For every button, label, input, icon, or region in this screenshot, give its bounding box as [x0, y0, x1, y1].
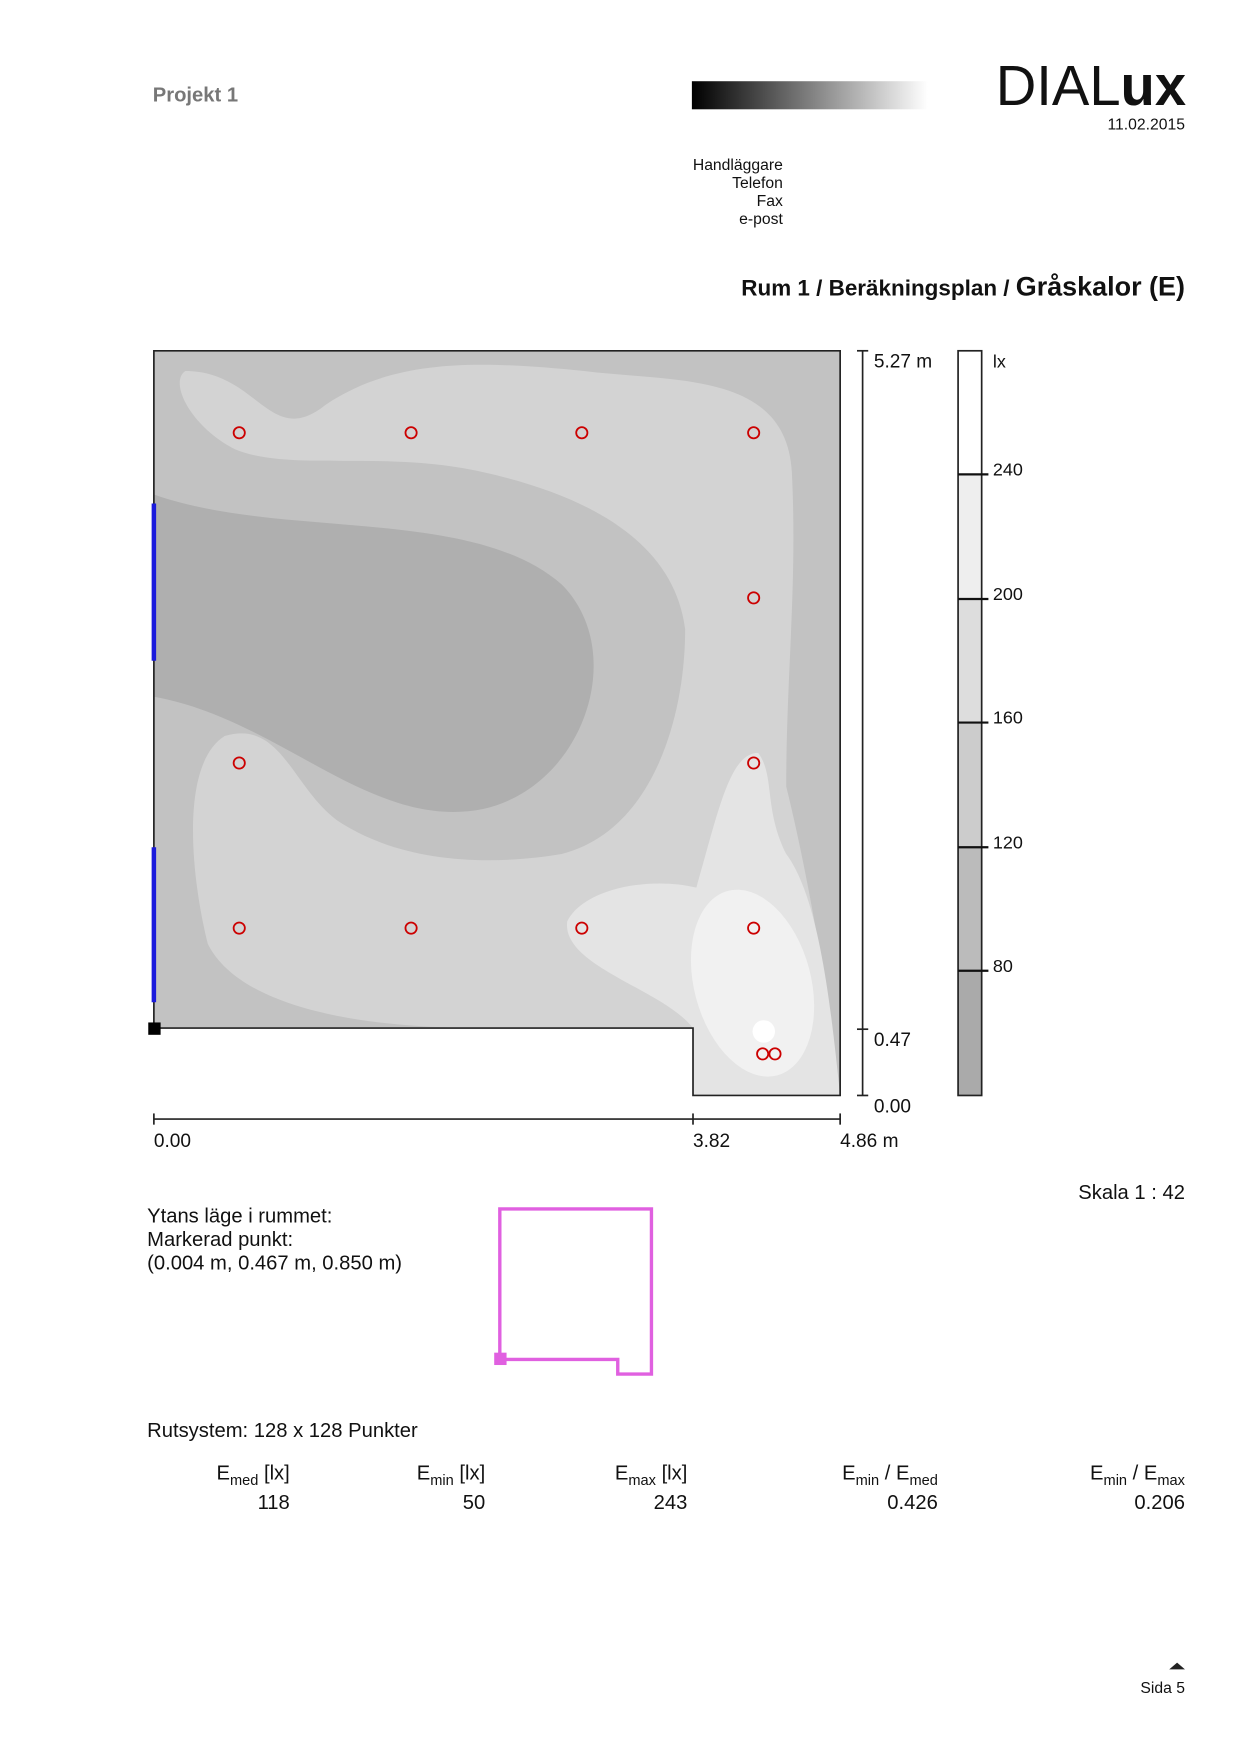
- legend-bar: [957, 349, 989, 1097]
- x-dim: 3.82: [693, 1131, 730, 1152]
- stat-value: 0.426: [887, 1492, 938, 1514]
- stat-subscript: med: [230, 1473, 258, 1489]
- stat-subscript: min: [1104, 1473, 1128, 1489]
- stat-subscript: max: [1157, 1473, 1185, 1489]
- stat-value: 50: [463, 1492, 485, 1514]
- stat-text: E: [842, 1463, 855, 1485]
- project-name: Projekt 1: [153, 84, 238, 106]
- contact-label: e-post: [739, 211, 783, 228]
- stat-subscript: med: [909, 1473, 937, 1489]
- legend-unit: lx: [993, 352, 1006, 372]
- y-dim: 0.47: [874, 1030, 911, 1051]
- position-line: (0.004 m, 0.467 m, 0.850 m): [147, 1253, 402, 1275]
- page-icon: [1169, 1662, 1185, 1670]
- position-text: Ytans läge i rummet:Markerad punkt:(0.00…: [147, 1205, 402, 1274]
- stat-label: Emed [lx]: [216, 1463, 289, 1490]
- stat-text: [lx]: [454, 1463, 485, 1485]
- x-dim: 0.00: [154, 1131, 191, 1152]
- stat-text: E: [1090, 1463, 1103, 1485]
- isolux-plot: [153, 350, 841, 1096]
- scale: Skala 1 : 42: [1078, 1182, 1185, 1204]
- marked-point: [148, 1022, 161, 1035]
- stat-label: Emax [lx]: [615, 1463, 687, 1490]
- contact-label: Handläggare: [693, 157, 783, 174]
- legend-level: 80: [993, 956, 1013, 976]
- stat-label: Emin / Emed: [842, 1463, 938, 1490]
- stat-text: E: [615, 1463, 628, 1485]
- stat-subscript: min: [430, 1473, 454, 1489]
- stat-value: 243: [654, 1492, 688, 1514]
- y-dim: 0.00: [874, 1096, 911, 1117]
- mini-marked-point: [494, 1352, 507, 1366]
- stat-text: [lx]: [258, 1463, 289, 1485]
- stat-text: / E: [879, 1463, 909, 1485]
- legend-level: 240: [993, 459, 1023, 479]
- x-dim: 4.86 m: [840, 1131, 898, 1152]
- legend-levels: 240 200 160 120 80: [993, 459, 1023, 975]
- luminaires: [232, 426, 782, 1061]
- stat-text: / E: [1127, 1463, 1157, 1485]
- page-number: Sida 5: [1140, 1680, 1185, 1697]
- stat-label: Emin / Emax: [1090, 1463, 1186, 1490]
- legend-level: 160: [993, 708, 1023, 728]
- stat-text: [lx]: [656, 1463, 687, 1485]
- page-title: Rum 1 / Beräkningsplan / Gråskalor (E): [741, 272, 1185, 302]
- stat-subscript: min: [856, 1473, 880, 1489]
- legend-level: 120: [993, 832, 1023, 852]
- contact-label: Telefon: [732, 175, 783, 192]
- dimension-lines: [153, 349, 869, 1125]
- stat-text: E: [216, 1463, 229, 1485]
- stat-value: 0.206: [1134, 1492, 1185, 1514]
- grid-info: Rutsystem: 128 x 128 Punkter: [147, 1420, 418, 1442]
- y-dim: 5.27 m: [874, 352, 932, 373]
- stat-label: Emin [lx]: [417, 1463, 485, 1490]
- contact-label: Fax: [757, 193, 783, 210]
- position-line: Ytans läge i rummet:: [147, 1205, 332, 1227]
- stat-value: 118: [258, 1492, 290, 1514]
- position-line: Markerad punkt:: [147, 1229, 293, 1251]
- room-miniature: [498, 1207, 654, 1376]
- date: 11.02.2015: [1107, 117, 1185, 134]
- logo: DIALux: [996, 54, 1186, 117]
- header-gradient: [691, 81, 928, 110]
- legend-level: 200: [993, 584, 1023, 604]
- stat-text: E: [417, 1463, 430, 1485]
- stat-subscript: max: [628, 1473, 656, 1489]
